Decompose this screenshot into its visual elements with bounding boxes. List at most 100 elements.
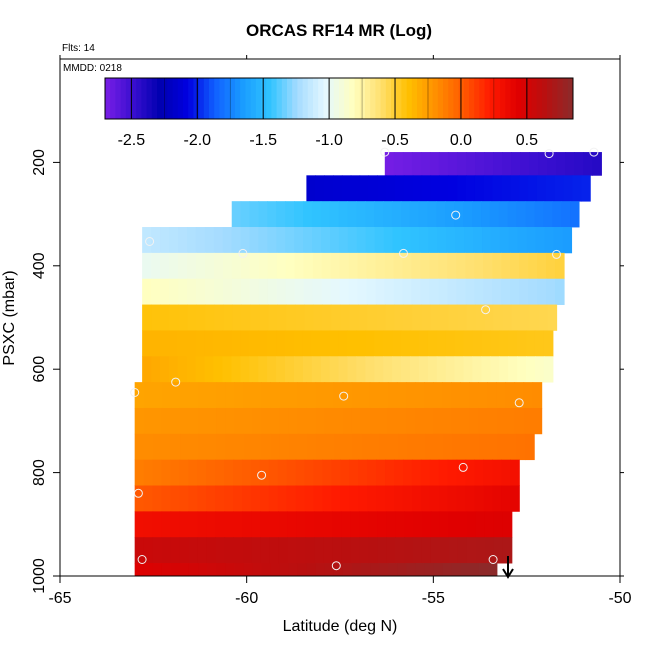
- heatmap-cell: [349, 459, 359, 486]
- colorbar-segment: [495, 78, 501, 119]
- heatmap-cell: [142, 356, 152, 383]
- colorbar-segment: [131, 78, 137, 119]
- heatmap-cell: [583, 152, 593, 176]
- heatmap-cell: [498, 201, 509, 228]
- heatmap-cell: [249, 356, 259, 383]
- colorbar-segment: [370, 78, 376, 119]
- sample-point: [589, 147, 599, 157]
- heatmap-cell: [320, 201, 331, 228]
- heatmap-cell: [288, 382, 299, 409]
- colorbar-segment: [510, 78, 517, 119]
- heatmap-cell: [493, 537, 504, 564]
- heatmap-cell: [374, 227, 385, 254]
- heatmap-cell: [407, 433, 417, 461]
- heatmap-cell: [523, 407, 534, 435]
- heatmap-cell: [224, 511, 235, 538]
- colorbar-segment: [271, 78, 278, 119]
- heatmap-cell: [186, 356, 197, 383]
- sample-point: [399, 248, 408, 258]
- heatmap-cell: [329, 201, 340, 228]
- heatmap-cell: [261, 407, 271, 435]
- heatmap-cell: [465, 485, 476, 512]
- colorbar-segment: [245, 78, 252, 119]
- heatmap-cell: [397, 433, 408, 461]
- heatmap-cell: [400, 201, 411, 228]
- heatmap-cell: [545, 175, 556, 202]
- heatmap-cell: [529, 304, 540, 331]
- heatmap-cell: [231, 356, 241, 383]
- heatmap-cell: [331, 485, 341, 512]
- heatmap-cell: [323, 537, 333, 564]
- heatmap-cell: [365, 330, 375, 357]
- heatmap-cell: [307, 433, 317, 461]
- heatmap-cell: [180, 433, 190, 461]
- heatmap-cell: [433, 407, 443, 435]
- heatmap-cell: [306, 175, 316, 202]
- heatmap-cell: [367, 459, 377, 486]
- heatmap-cell: [178, 278, 188, 305]
- heatmap-cell: [216, 433, 227, 461]
- heatmap-cell: [330, 252, 341, 280]
- heatmap-cell: [443, 433, 454, 461]
- heatmap-cell: [188, 485, 198, 512]
- heatmap-cell: [260, 511, 270, 538]
- heatmap-cell: [286, 485, 297, 512]
- heatmap-cell: [312, 252, 323, 280]
- colorbar-segment: [375, 78, 382, 119]
- heatmap-cell: [366, 252, 377, 280]
- heatmap-cell: [534, 201, 544, 228]
- heatmap-cell: [534, 330, 545, 357]
- heatmap-cell: [482, 227, 492, 254]
- heatmap-cell: [350, 537, 360, 564]
- heatmap-cell: [442, 563, 453, 577]
- heatmap-cell: [225, 382, 235, 409]
- heatmap-cell: [525, 433, 535, 461]
- heatmap-cell: [484, 537, 495, 564]
- heatmap-cell: [501, 485, 511, 512]
- heatmap-cell: [386, 511, 396, 538]
- heatmap-cell: [394, 304, 404, 331]
- heatmap-cell: [401, 227, 412, 254]
- heatmap-cell: [474, 252, 484, 280]
- heatmap-cell: [448, 537, 459, 564]
- heatmap-cell: [188, 563, 199, 577]
- heatmap-cell: [321, 278, 332, 305]
- heatmap-cell: [134, 459, 145, 486]
- colorbar-segment: [307, 78, 314, 119]
- colorbar-segment: [469, 78, 475, 119]
- heatmap-cell: [321, 227, 331, 254]
- heatmap-cell: [445, 201, 455, 228]
- heatmap-cell: [526, 227, 537, 254]
- date-label: MMDD: 0218: [63, 63, 122, 74]
- colorbar-segment: [385, 78, 392, 119]
- heatmap-cell: [368, 175, 378, 202]
- colorbar-segment: [489, 78, 496, 119]
- heatmap-cell: [383, 356, 393, 383]
- y-tick-label: 400: [31, 252, 48, 279]
- heatmap-cell: [409, 356, 420, 383]
- heatmap-cell: [152, 563, 163, 577]
- heatmap-cell: [368, 537, 378, 564]
- colorbar-segment: [500, 78, 506, 119]
- heatmap-cell: [331, 304, 341, 331]
- y-axis-label: PSXC (mbar): [1, 270, 18, 365]
- heatmap-cell: [287, 537, 297, 564]
- heatmap-cell: [402, 459, 413, 486]
- sample-point: [380, 147, 390, 157]
- heatmap-cell: [370, 563, 380, 577]
- heatmap-cell: [333, 563, 344, 577]
- heatmap-cell: [451, 563, 462, 577]
- heatmap-cell: [454, 356, 465, 383]
- heatmap-cell: [207, 563, 217, 577]
- colorbar-tick-label: 0.0: [450, 132, 472, 149]
- heatmap-cell: [161, 485, 172, 512]
- heatmap-cell: [151, 252, 161, 280]
- heatmap-cell: [352, 433, 363, 461]
- heatmap-cell: [378, 382, 389, 409]
- heatmap-cell: [515, 433, 526, 461]
- heatmap-cell: [296, 511, 306, 538]
- heatmap-cell: [329, 330, 340, 357]
- colorbar-segment: [557, 78, 564, 119]
- heatmap-cell: [267, 356, 277, 383]
- colorbar-segment: [141, 78, 148, 119]
